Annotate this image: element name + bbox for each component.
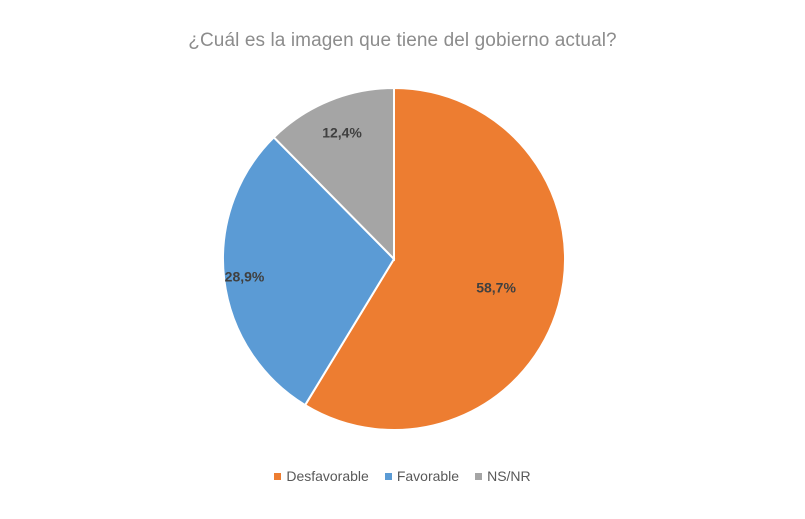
legend-swatch-nsnr: [475, 472, 483, 480]
legend-label-desfavorable: Desfavorable: [286, 468, 369, 484]
data-label-ns-nr: 12,4%: [322, 124, 362, 140]
data-label-desfavorable: 58,7%: [476, 280, 516, 296]
legend-item-desfavorable: Desfavorable: [274, 468, 369, 484]
legend-swatch-desfavorable: [274, 472, 282, 480]
legend-item-favorable: Favorable: [384, 468, 460, 484]
data-label-favorable: 28,9%: [225, 268, 265, 284]
pie-slice-desfavorable: [303, 86, 566, 431]
pie-slices: [222, 86, 566, 431]
pie-data-labels: 58,7% 28,9% 12,4%: [225, 124, 517, 295]
pie-slice-ns-nr: [272, 86, 395, 262]
chart-title: ¿Cuál es la imagen que tiene del gobiern…: [188, 30, 617, 51]
legend-item-nsnr: NS/NR: [475, 468, 531, 484]
pie-slice-favorable: [222, 135, 396, 407]
legend-swatch-favorable: [384, 472, 392, 480]
legend-label-nsnr: NS/NR: [487, 468, 531, 484]
legend-label-favorable: Favorable: [396, 468, 460, 484]
chart-legend: Desfavorable Favorable NS/NR: [0, 468, 805, 484]
